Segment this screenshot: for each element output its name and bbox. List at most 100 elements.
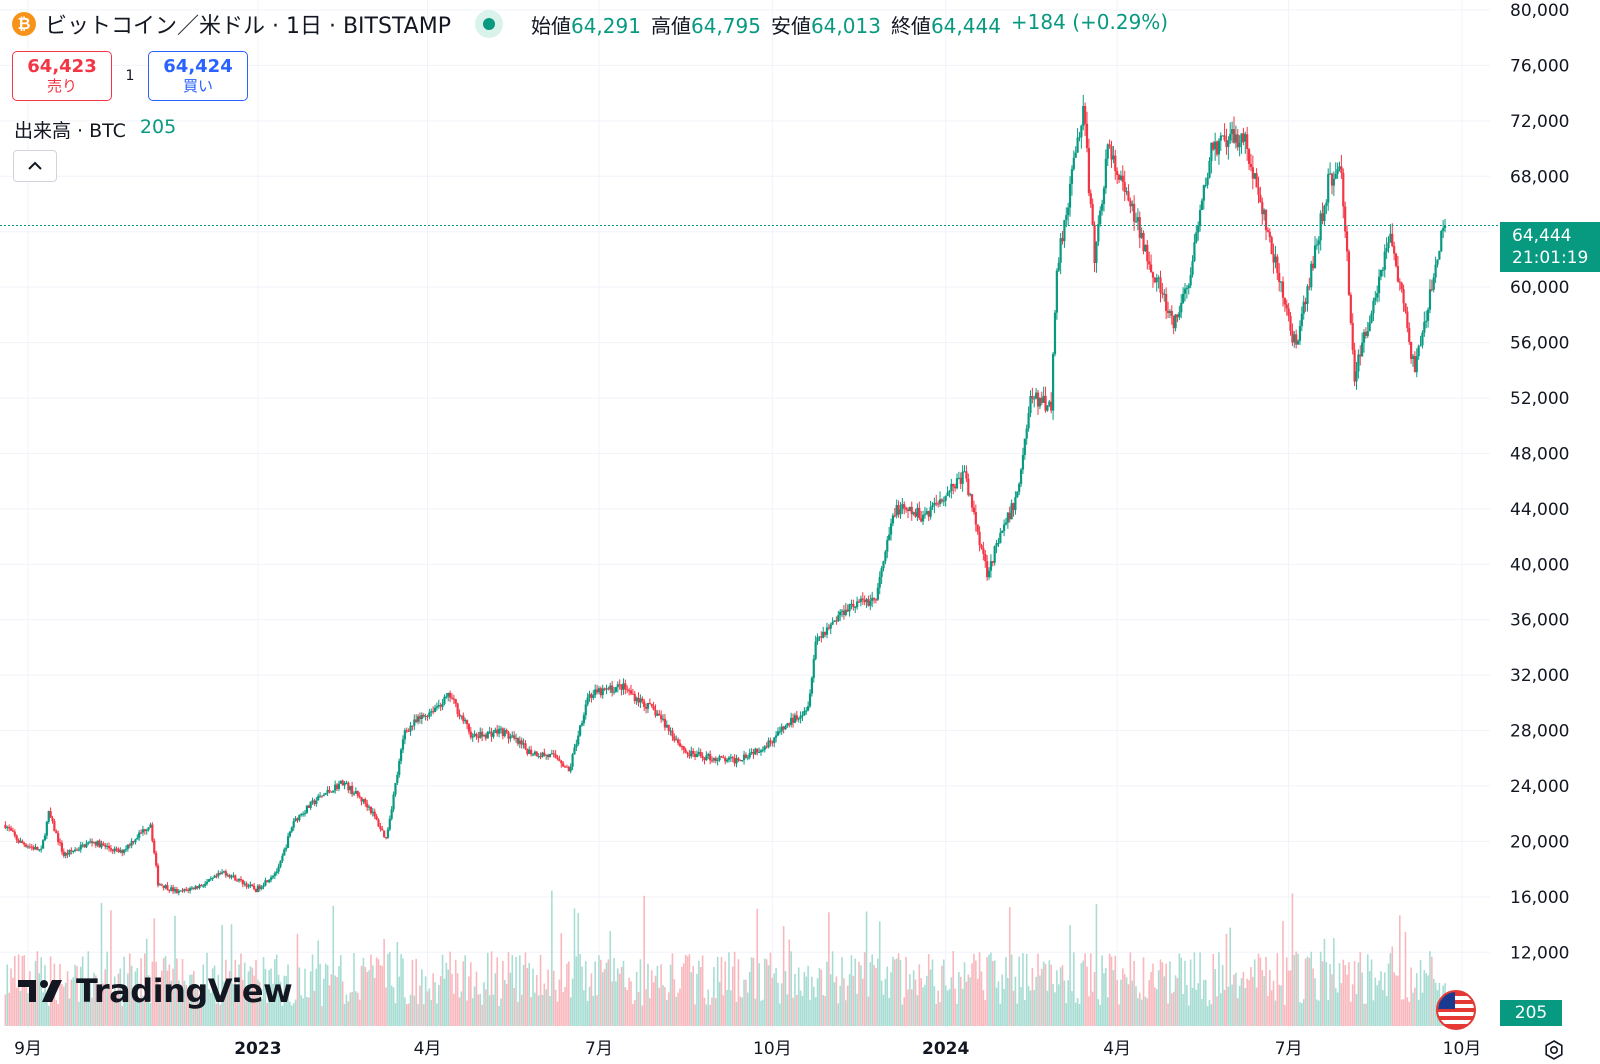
candle-body — [1338, 166, 1341, 170]
candle — [1029, 390, 1032, 418]
volume-bar — [172, 968, 174, 1026]
candle — [511, 731, 514, 738]
volume-bar — [628, 977, 630, 1026]
us-flag-icon[interactable] — [1436, 990, 1476, 1030]
volume-bar — [513, 987, 515, 1026]
market-status-icon[interactable] — [474, 10, 503, 38]
candle-body — [1342, 172, 1345, 207]
candle — [901, 497, 904, 515]
candle — [946, 486, 949, 497]
volume-bar — [1399, 915, 1401, 1026]
candle-body — [403, 730, 406, 740]
candle — [929, 500, 932, 520]
volume-bar — [635, 971, 638, 1026]
candle-body — [34, 846, 37, 850]
candle-body — [752, 751, 755, 755]
candle — [987, 567, 991, 580]
tradingview-logo[interactable]: TradingView — [18, 972, 293, 1010]
candle — [15, 834, 18, 843]
volume-bar — [698, 960, 700, 1026]
candle-body — [1240, 133, 1243, 143]
candle-body — [665, 724, 668, 728]
candle — [1197, 221, 1200, 241]
settings-icon[interactable] — [1540, 1036, 1568, 1064]
volume-bar — [83, 1001, 86, 1026]
candle — [28, 843, 31, 849]
candle — [237, 878, 241, 883]
candle — [658, 709, 661, 716]
candle-body — [1055, 270, 1058, 313]
candle-body — [1276, 256, 1279, 273]
volume-bar — [1229, 927, 1232, 1026]
candle-body — [940, 499, 944, 502]
candle — [569, 763, 572, 774]
candle — [942, 496, 945, 507]
candle — [1001, 530, 1004, 534]
candle-body — [313, 800, 316, 805]
candle-body — [1417, 346, 1420, 357]
candle-body — [942, 500, 945, 502]
volume-bar — [632, 1003, 634, 1026]
volume-bar — [1293, 954, 1296, 1026]
candle — [628, 687, 631, 696]
candle — [888, 526, 891, 541]
candle-body — [963, 471, 966, 473]
volume-bar — [1088, 996, 1090, 1026]
volume-bar — [36, 951, 39, 1026]
candle — [1430, 279, 1433, 292]
volume-bar — [383, 939, 385, 1026]
volume-bar — [309, 971, 312, 1026]
candle-body — [268, 879, 271, 883]
volume-bar — [980, 971, 983, 1026]
volume-bar — [1319, 951, 1322, 1026]
candle — [986, 555, 989, 581]
sell-button[interactable]: 64,423 売り — [12, 51, 112, 101]
candle — [13, 829, 16, 838]
candle-body — [1315, 244, 1319, 246]
candle — [550, 749, 553, 755]
candle-body — [286, 836, 290, 848]
candle-body — [335, 784, 339, 789]
candle — [808, 689, 812, 708]
candle — [347, 781, 350, 794]
volume-bar — [294, 999, 297, 1026]
candle-body — [910, 506, 913, 515]
candle-body — [300, 814, 303, 816]
volume-bar — [1353, 961, 1356, 1026]
volume-bar — [605, 962, 608, 1026]
candle — [748, 748, 751, 760]
volume-bar — [673, 979, 676, 1026]
volume-bar — [174, 915, 176, 1026]
candle-body — [171, 887, 175, 892]
candle — [418, 712, 422, 724]
candle-body — [814, 641, 817, 659]
candle-body — [60, 842, 64, 852]
candle-body — [160, 884, 163, 886]
candle-body — [1048, 401, 1051, 406]
candle-body — [383, 830, 386, 838]
candle — [1410, 341, 1413, 364]
candle-body — [53, 821, 56, 832]
volume-bar — [505, 983, 508, 1026]
volume-bar — [181, 959, 184, 1026]
volume-bar — [1235, 972, 1237, 1026]
candle — [1072, 150, 1075, 171]
volume-bar — [1299, 1002, 1301, 1026]
volume-bar — [1414, 987, 1416, 1026]
candle-body — [239, 879, 243, 881]
candle — [160, 883, 163, 887]
candle-body — [1068, 183, 1072, 208]
candle — [535, 751, 538, 757]
candle-body — [628, 690, 631, 692]
candle-body — [524, 743, 527, 749]
buy-button[interactable]: 64,424 買い — [148, 51, 248, 101]
symbol-title[interactable]: ビットコイン／米ドル · 1日 · BITSTAMP — [45, 14, 451, 39]
volume-bar — [975, 960, 977, 1026]
collapse-legend-button[interactable] — [13, 150, 57, 182]
candle — [925, 507, 928, 515]
candle — [386, 827, 390, 839]
candle-body — [177, 890, 180, 893]
candle — [367, 804, 371, 811]
candle-body — [164, 885, 167, 888]
